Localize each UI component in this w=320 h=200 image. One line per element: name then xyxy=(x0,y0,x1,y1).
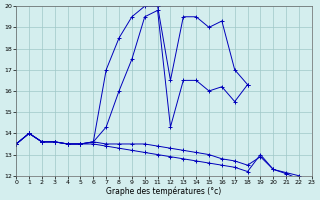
X-axis label: Graphe des températures (°c): Graphe des températures (°c) xyxy=(106,186,222,196)
